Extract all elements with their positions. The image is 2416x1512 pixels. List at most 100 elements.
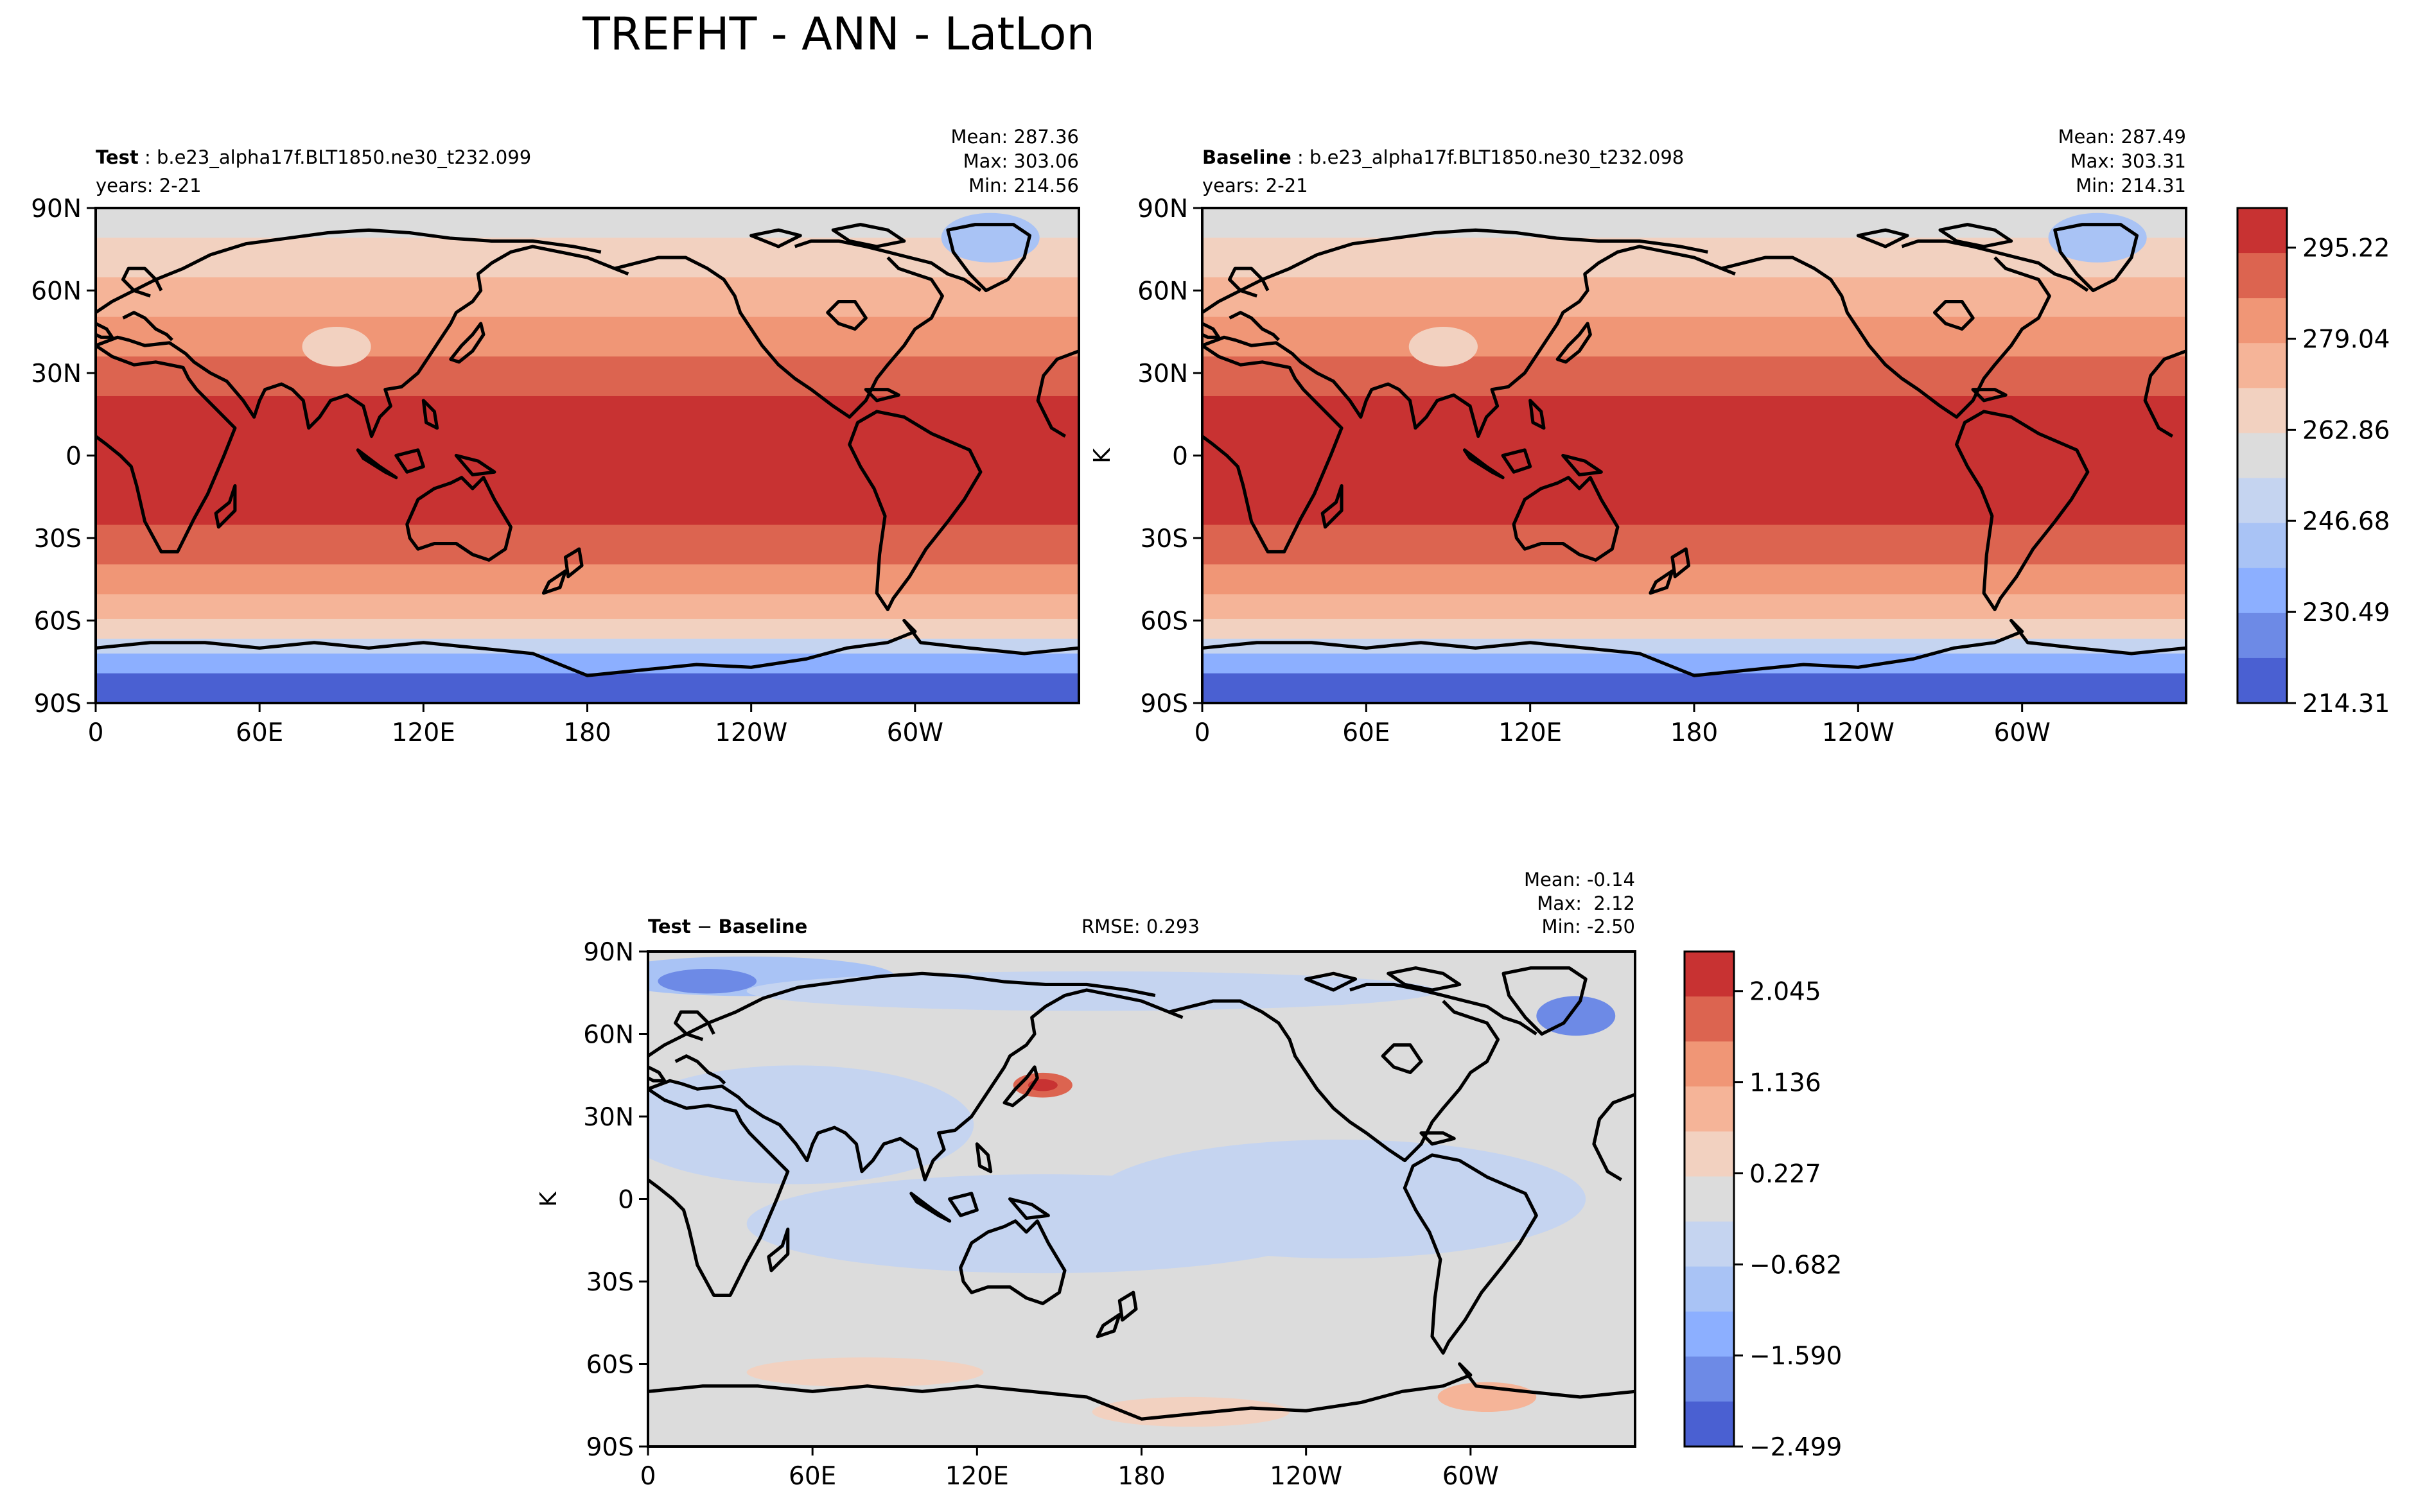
diff-colorbar-swatch-9 (1685, 1356, 1734, 1402)
diff-colorbar-tick-label-2: 0.227 (1749, 1160, 1821, 1188)
diff-colorbar-swatch-0 (1685, 952, 1734, 997)
test-xtick-label-4: 120W (715, 718, 787, 747)
diff-colorbar-swatch-10 (1685, 1401, 1734, 1447)
diff-colorbar-tick-label-1: 1.136 (1749, 1069, 1821, 1098)
test-band-0 (96, 208, 1079, 239)
baseline-ytick-label-3: 0 (1172, 442, 1188, 471)
baseline-ytick-label-5: 60S (1141, 607, 1188, 636)
baseline-panel-header-label: Baseline : b.e23_alpha17f.BLT1850.ne30_t… (1202, 146, 1684, 168)
test-panel: Test : b.e23_alpha17f.BLT1850.ne30_t232.… (31, 126, 1079, 747)
baseline-colorbar-swatch-5 (2237, 433, 2287, 479)
diff-xtick-label-2: 120E (945, 1462, 1009, 1491)
test-panel-header-label: Test : b.e23_alpha17f.BLT1850.ne30_t232.… (96, 146, 531, 168)
baseline-colorbar-tick-label-1: 279.04 (2302, 326, 2390, 354)
diff-ytick-label-6: 90S (586, 1433, 634, 1462)
baseline-xtick-label-5: 60W (1994, 718, 2051, 747)
test-xtick-label-5: 60W (887, 718, 943, 747)
diff-xtick-label-4: 120W (1270, 1462, 1342, 1491)
test-band-6 (96, 525, 1079, 566)
test-ytick-label-5: 60S (34, 607, 82, 636)
test-band-12 (96, 673, 1079, 703)
test-xtick-label-0: 0 (88, 718, 104, 747)
baseline-band-11 (1202, 653, 2186, 674)
test-panel-mean: Mean: 287.36 (951, 126, 1079, 148)
test-ytick-label-6: 90S (34, 690, 82, 718)
baseline-colorbar-swatch-4 (2237, 388, 2287, 434)
diff-colorbar-swatch-6 (1685, 1221, 1734, 1267)
diff-blob-0 (648, 1065, 974, 1185)
baseline-colorbar-tick-label-0: 295.22 (2302, 234, 2390, 263)
baseline-colorbar-swatch-3 (2237, 343, 2287, 388)
test-band-4 (96, 356, 1079, 397)
diff-colorbar-swatch-1 (1685, 996, 1734, 1042)
diff-colorbar: 2.045 1.136 0.227 −0.682 −1.590 −2.499 (1683, 950, 1842, 1462)
baseline-panel-mean: Mean: 287.49 (2058, 126, 2186, 148)
diff-ytick-label-4: 30S (586, 1268, 634, 1297)
diff-xtick-label-0: 0 (640, 1462, 656, 1491)
baseline-panel-min: Min: 214.31 (2076, 175, 2186, 196)
baseline-map-field (1202, 208, 2186, 703)
baseline-band-5 (1202, 395, 2186, 526)
diff-map-field (648, 952, 1635, 1447)
baseline-ytick-label-6: 90S (1141, 690, 1188, 718)
baseline-band-2 (1202, 277, 2186, 318)
diff-panel-mean: Mean: -0.14 (1524, 869, 1635, 891)
baseline-colorbar-swatch-7 (2237, 523, 2287, 569)
diff-panel-header-label: Test − Baseline (648, 916, 807, 937)
baseline-band-3 (1202, 317, 2186, 358)
test-ytick-label-0: 90N (31, 195, 82, 223)
baseline-colorbar-swatch-8 (2237, 568, 2287, 614)
test-band-7 (96, 564, 1079, 595)
baseline-plateau-spot (1408, 327, 1478, 367)
baseline-colorbar-tick-label-5: 214.31 (2302, 690, 2390, 718)
test-band-9 (96, 618, 1079, 639)
baseline-units-label: K (1089, 448, 1116, 464)
diff-blob-4 (658, 968, 757, 994)
baseline-ytick-label-4: 30S (1141, 525, 1188, 553)
diff-colorbar-tick-label-4: −1.590 (1749, 1342, 1842, 1371)
baseline-ytick-label-1: 60N (1137, 277, 1188, 306)
test-band-8 (96, 594, 1079, 620)
figure-title: TREFHT - ANN - LatLon (582, 8, 1095, 60)
diff-panel-rmse: RMSE: 0.293 (1081, 916, 1200, 937)
test-band-3 (96, 317, 1079, 358)
test-ytick-label-4: 30S (34, 525, 82, 553)
diff-colorbar-swatch-2 (1685, 1041, 1734, 1087)
diff-colorbar-frame (1683, 950, 1735, 1448)
test-band-11 (96, 653, 1079, 674)
diff-colorbar-swatch-7 (1685, 1266, 1734, 1312)
diff-blob-2 (1092, 1139, 1586, 1259)
test-ytick-label-3: 0 (66, 442, 82, 471)
baseline-colorbar-swatch-9 (2237, 613, 2287, 659)
baseline-xtick-label-4: 120W (1822, 718, 1895, 747)
baseline-colorbar-frame (2236, 207, 2288, 704)
baseline-band-7 (1202, 564, 2186, 595)
baseline-band-8 (1202, 594, 2186, 620)
diff-colorbar-tick-label-0: 2.045 (1749, 978, 1821, 1007)
baseline-ytick-label-0: 90N (1137, 195, 1188, 223)
diff-ytick-label-3: 0 (618, 1186, 634, 1215)
diff-colorbar-swatch-4 (1685, 1131, 1734, 1177)
baseline-panel-years: years: 2-21 (1202, 175, 1308, 196)
test-map-field (96, 208, 1079, 703)
test-panel-min: Min: 214.56 (968, 175, 1079, 196)
diff-ytick-label-1: 60N (583, 1021, 634, 1050)
baseline-ytick-label-2: 30N (1137, 360, 1188, 388)
test-band-5 (96, 395, 1079, 526)
baseline-colorbar-swatch-2 (2237, 298, 2287, 343)
baseline-panel-max: Max: 303.31 (2070, 150, 2186, 172)
diff-units-label: K (536, 1191, 562, 1207)
diff-panel-min: Min: -2.50 (1542, 916, 1635, 937)
test-ytick-label-2: 30N (31, 360, 82, 388)
baseline-band-12 (1202, 673, 2186, 703)
difference-panel: Test − Baseline RMSE: 0.293 Mean: -0.14 … (536, 869, 1842, 1491)
baseline-xtick-label-0: 0 (1195, 718, 1211, 747)
baseline-colorbar-tick-label-3: 246.68 (2302, 507, 2390, 536)
diff-colorbar-swatch-8 (1685, 1311, 1734, 1357)
baseline-colorbar: 295.22 279.04 262.86 246.68 230.49 214.31 (2236, 207, 2390, 718)
diff-ytick-label-0: 90N (583, 938, 634, 967)
baseline-colorbar-tick-label-4: 230.49 (2302, 598, 2390, 627)
diff-xtick-label-3: 180 (1117, 1462, 1165, 1491)
